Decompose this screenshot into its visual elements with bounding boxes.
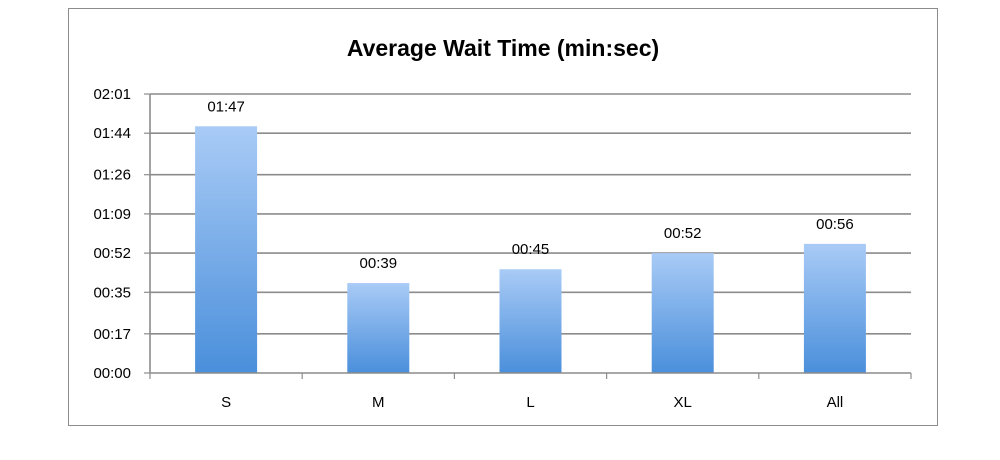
- x-tick-label: XL: [674, 394, 692, 411]
- x-axis: [149, 94, 912, 379]
- grid-lines: [150, 93, 911, 335]
- data-label: 00:45: [512, 241, 550, 258]
- y-tick-label: 01:44: [93, 125, 131, 142]
- x-axis-ticks: S M L XL All: [221, 394, 843, 411]
- bar: [195, 126, 258, 373]
- y-tick-label: 00:35: [93, 284, 131, 301]
- y-tick-label: 00:52: [93, 245, 131, 262]
- data-label: 00:56: [816, 216, 854, 233]
- x-tick-label: L: [526, 394, 534, 411]
- x-tick-label: M: [372, 394, 385, 411]
- chart-title: Average Wait Time (min:sec): [347, 35, 659, 61]
- y-tick-label: 00:00: [93, 365, 131, 382]
- bar: [803, 243, 866, 373]
- y-tick-label: 00:17: [93, 326, 131, 343]
- bar: [347, 283, 410, 373]
- y-tick-label: 01:09: [93, 206, 131, 223]
- data-label: 00:39: [360, 255, 398, 272]
- data-labels: 01:47 00:39 00:45 00:52 00:56: [207, 98, 853, 272]
- bars: [195, 126, 866, 373]
- y-tick-label: 02:01: [93, 86, 131, 103]
- bar: [499, 269, 562, 373]
- x-tick-label: All: [827, 394, 844, 411]
- y-tick-label: 01:26: [93, 167, 131, 184]
- x-tick-label: S: [221, 394, 231, 411]
- bar: [651, 253, 714, 373]
- data-label: 01:47: [207, 98, 245, 115]
- y-axis-ticks: 00:00 00:17 00:35 00:52 01:09 01:26 01:44 02:01: [93, 86, 150, 382]
- data-label: 00:52: [664, 225, 702, 242]
